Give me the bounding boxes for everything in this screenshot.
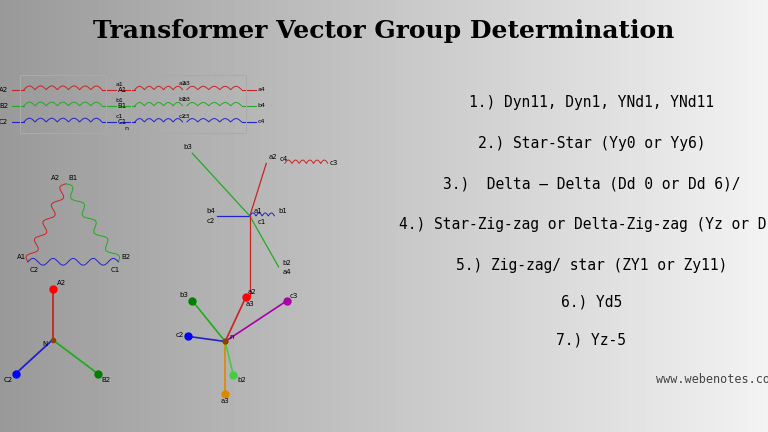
Text: c4: c4	[257, 120, 265, 124]
Text: b1: b1	[115, 98, 124, 103]
Text: 6.) Yd5: 6.) Yd5	[561, 295, 622, 310]
Text: c1: c1	[116, 114, 124, 119]
Text: a3: a3	[221, 398, 230, 404]
Text: b1: b1	[279, 208, 287, 214]
Text: a2: a2	[268, 154, 277, 160]
Text: c2: c2	[176, 332, 184, 338]
Text: A1: A1	[17, 254, 26, 260]
Text: c3: c3	[183, 114, 190, 118]
Text: 7.) Yz-5: 7.) Yz-5	[556, 332, 627, 347]
Text: c1: c1	[258, 219, 266, 226]
Text: b2: b2	[283, 260, 291, 267]
Text: b2: b2	[179, 98, 187, 102]
Text: n: n	[124, 126, 128, 131]
Text: C2: C2	[0, 119, 8, 125]
Text: www.webenotes.com: www.webenotes.com	[657, 372, 768, 386]
Text: a2: a2	[248, 289, 257, 295]
Text: N: N	[42, 341, 48, 347]
Text: b3: b3	[184, 144, 193, 150]
Text: A1: A1	[118, 87, 127, 93]
Text: a3: a3	[183, 81, 190, 86]
Text: Transformer Vector Group Determination: Transformer Vector Group Determination	[94, 19, 674, 44]
Text: B1: B1	[68, 175, 78, 181]
Text: 4.) Star-Zig-zag or Delta-Zig-zag (Yz or Dz): 4.) Star-Zig-zag or Delta-Zig-zag (Yz or…	[399, 217, 768, 232]
Text: B1: B1	[118, 103, 127, 109]
Text: 5.) Zig-zag/ star (ZY1 or Zy11): 5.) Zig-zag/ star (ZY1 or Zy11)	[455, 257, 727, 273]
Text: C1: C1	[111, 267, 121, 273]
Text: b3: b3	[179, 292, 188, 298]
Text: 3.)  Delta – Delta (Dd 0 or Dd 6)/: 3.) Delta – Delta (Dd 0 or Dd 6)/	[442, 176, 740, 191]
Text: A2: A2	[51, 175, 60, 181]
Text: a1: a1	[115, 82, 124, 87]
Bar	[20, 75, 106, 133]
Text: a4: a4	[257, 87, 265, 92]
Text: c2: c2	[179, 114, 187, 118]
Text: c2: c2	[207, 218, 215, 224]
Text: B2: B2	[121, 254, 131, 260]
Text: C1: C1	[118, 119, 127, 125]
Text: a4: a4	[283, 269, 291, 275]
Text: C2: C2	[3, 377, 12, 383]
Text: n: n	[230, 334, 233, 340]
Text: B2: B2	[101, 377, 111, 383]
Text: A2: A2	[0, 87, 8, 93]
Text: b4: b4	[206, 208, 215, 214]
Text: b2: b2	[237, 377, 247, 383]
Text: 1.) Dyn11, Dyn1, YNd1, YNd11: 1.) Dyn11, Dyn1, YNd1, YNd11	[468, 95, 714, 110]
Text: c4: c4	[280, 156, 288, 162]
Bar	[131, 75, 246, 133]
Text: 2.) Star-Star (Yy0 or Yy6): 2.) Star-Star (Yy0 or Yy6)	[478, 136, 705, 151]
Text: C2: C2	[30, 267, 39, 273]
Text: B2: B2	[0, 103, 8, 109]
Text: a3: a3	[246, 302, 254, 308]
Text: a1: a1	[254, 208, 263, 214]
Text: c3: c3	[290, 293, 299, 299]
Text: a2: a2	[179, 81, 187, 86]
Text: A2: A2	[57, 280, 66, 286]
Text: b4: b4	[257, 103, 265, 108]
Text: b3: b3	[183, 98, 190, 102]
Text: c3: c3	[330, 160, 339, 166]
